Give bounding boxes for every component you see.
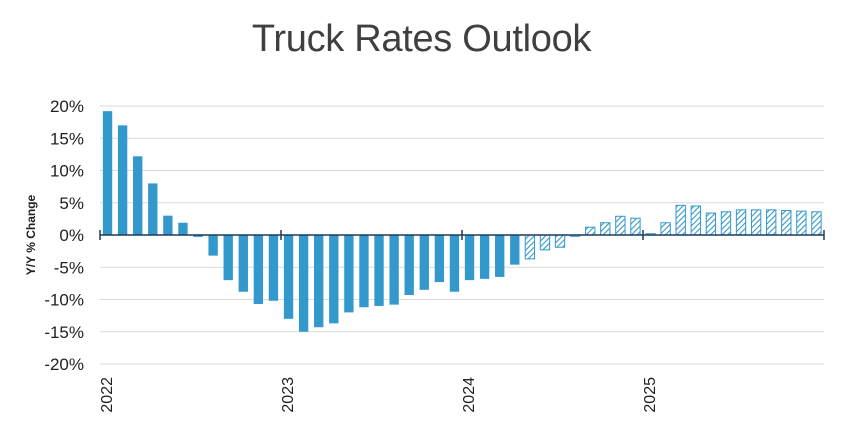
- actual-bar: [329, 235, 339, 324]
- actual-bar: [163, 215, 173, 235]
- tick-labels: 20% 15% 10% 5% 0% -5% -10% -15% -20% Y/Y % Change…: [24, 97, 659, 413]
- forecast-bar: [539, 234, 551, 251]
- y-tick-label: -20%: [44, 355, 84, 374]
- x-tick-label: 2023: [280, 377, 297, 413]
- y-tick-label: 0%: [59, 226, 84, 245]
- actual-bar: [464, 235, 475, 281]
- actual-bar: [419, 235, 429, 290]
- axes: [99, 230, 825, 240]
- gridlines: [100, 105, 824, 365]
- actual-bar: [238, 235, 248, 292]
- actual-bar: [193, 235, 203, 237]
- forecast-bar: [766, 209, 777, 236]
- y-tick-label: 20%: [50, 97, 84, 116]
- actual-bar: [479, 235, 490, 279]
- forecast-bar: [811, 211, 822, 236]
- actual-bar: [510, 235, 520, 265]
- forecast-bar: [720, 211, 732, 236]
- y-tick-label: 10%: [50, 162, 84, 181]
- chart-title: Truck Rates Outlook: [251, 18, 592, 60]
- actual-bar: [208, 235, 218, 256]
- forecast-bar: [524, 234, 536, 260]
- y-tick-label: -15%: [44, 323, 84, 342]
- actual-bar: [404, 235, 414, 295]
- actual-bar: [117, 125, 128, 235]
- actual-bar: [314, 235, 324, 328]
- forecast-bar: [781, 209, 792, 236]
- actual-bar: [223, 235, 233, 281]
- actual-bar: [495, 235, 505, 277]
- forecast-bar: [630, 217, 641, 236]
- x-tick-label: 2025: [642, 377, 659, 413]
- forecast-bar: [585, 226, 596, 236]
- actual-bar: [253, 235, 264, 305]
- actual-bar: [389, 235, 399, 305]
- forecast-bar: [735, 209, 747, 236]
- actual-bar: [178, 222, 188, 235]
- actual-bar: [268, 235, 279, 301]
- forecast-bar: [554, 234, 566, 248]
- actual-bar: [102, 111, 113, 235]
- forecast-bar: [690, 205, 701, 236]
- y-axis-title: Y/Y % Change: [24, 194, 38, 275]
- forecast-bar: [705, 212, 717, 236]
- forecast-bar: [750, 209, 762, 236]
- forecast-bar: [615, 215, 626, 236]
- x-tick-label: 2022: [99, 377, 116, 413]
- forecast-bar: [796, 210, 807, 236]
- actual-bar: [133, 156, 143, 235]
- actual-bar: [434, 235, 445, 283]
- actual-bar: [359, 235, 369, 308]
- actual-bar: [283, 235, 294, 319]
- bars: [102, 111, 822, 332]
- actual-bar: [344, 235, 354, 313]
- y-tick-label: 15%: [50, 129, 84, 148]
- y-tick-label: -10%: [44, 291, 84, 310]
- actual-bar: [148, 183, 158, 235]
- forecast-bar: [600, 222, 611, 236]
- x-tick-label: 2024: [461, 377, 478, 413]
- y-tick-label: -5%: [54, 258, 84, 277]
- actual-bar: [449, 235, 460, 292]
- actual-bar: [298, 235, 309, 332]
- forecast-bar: [675, 204, 686, 236]
- y-tick-label: 5%: [59, 194, 84, 213]
- actual-bar: [374, 235, 384, 306]
- forecast-bar: [660, 222, 671, 236]
